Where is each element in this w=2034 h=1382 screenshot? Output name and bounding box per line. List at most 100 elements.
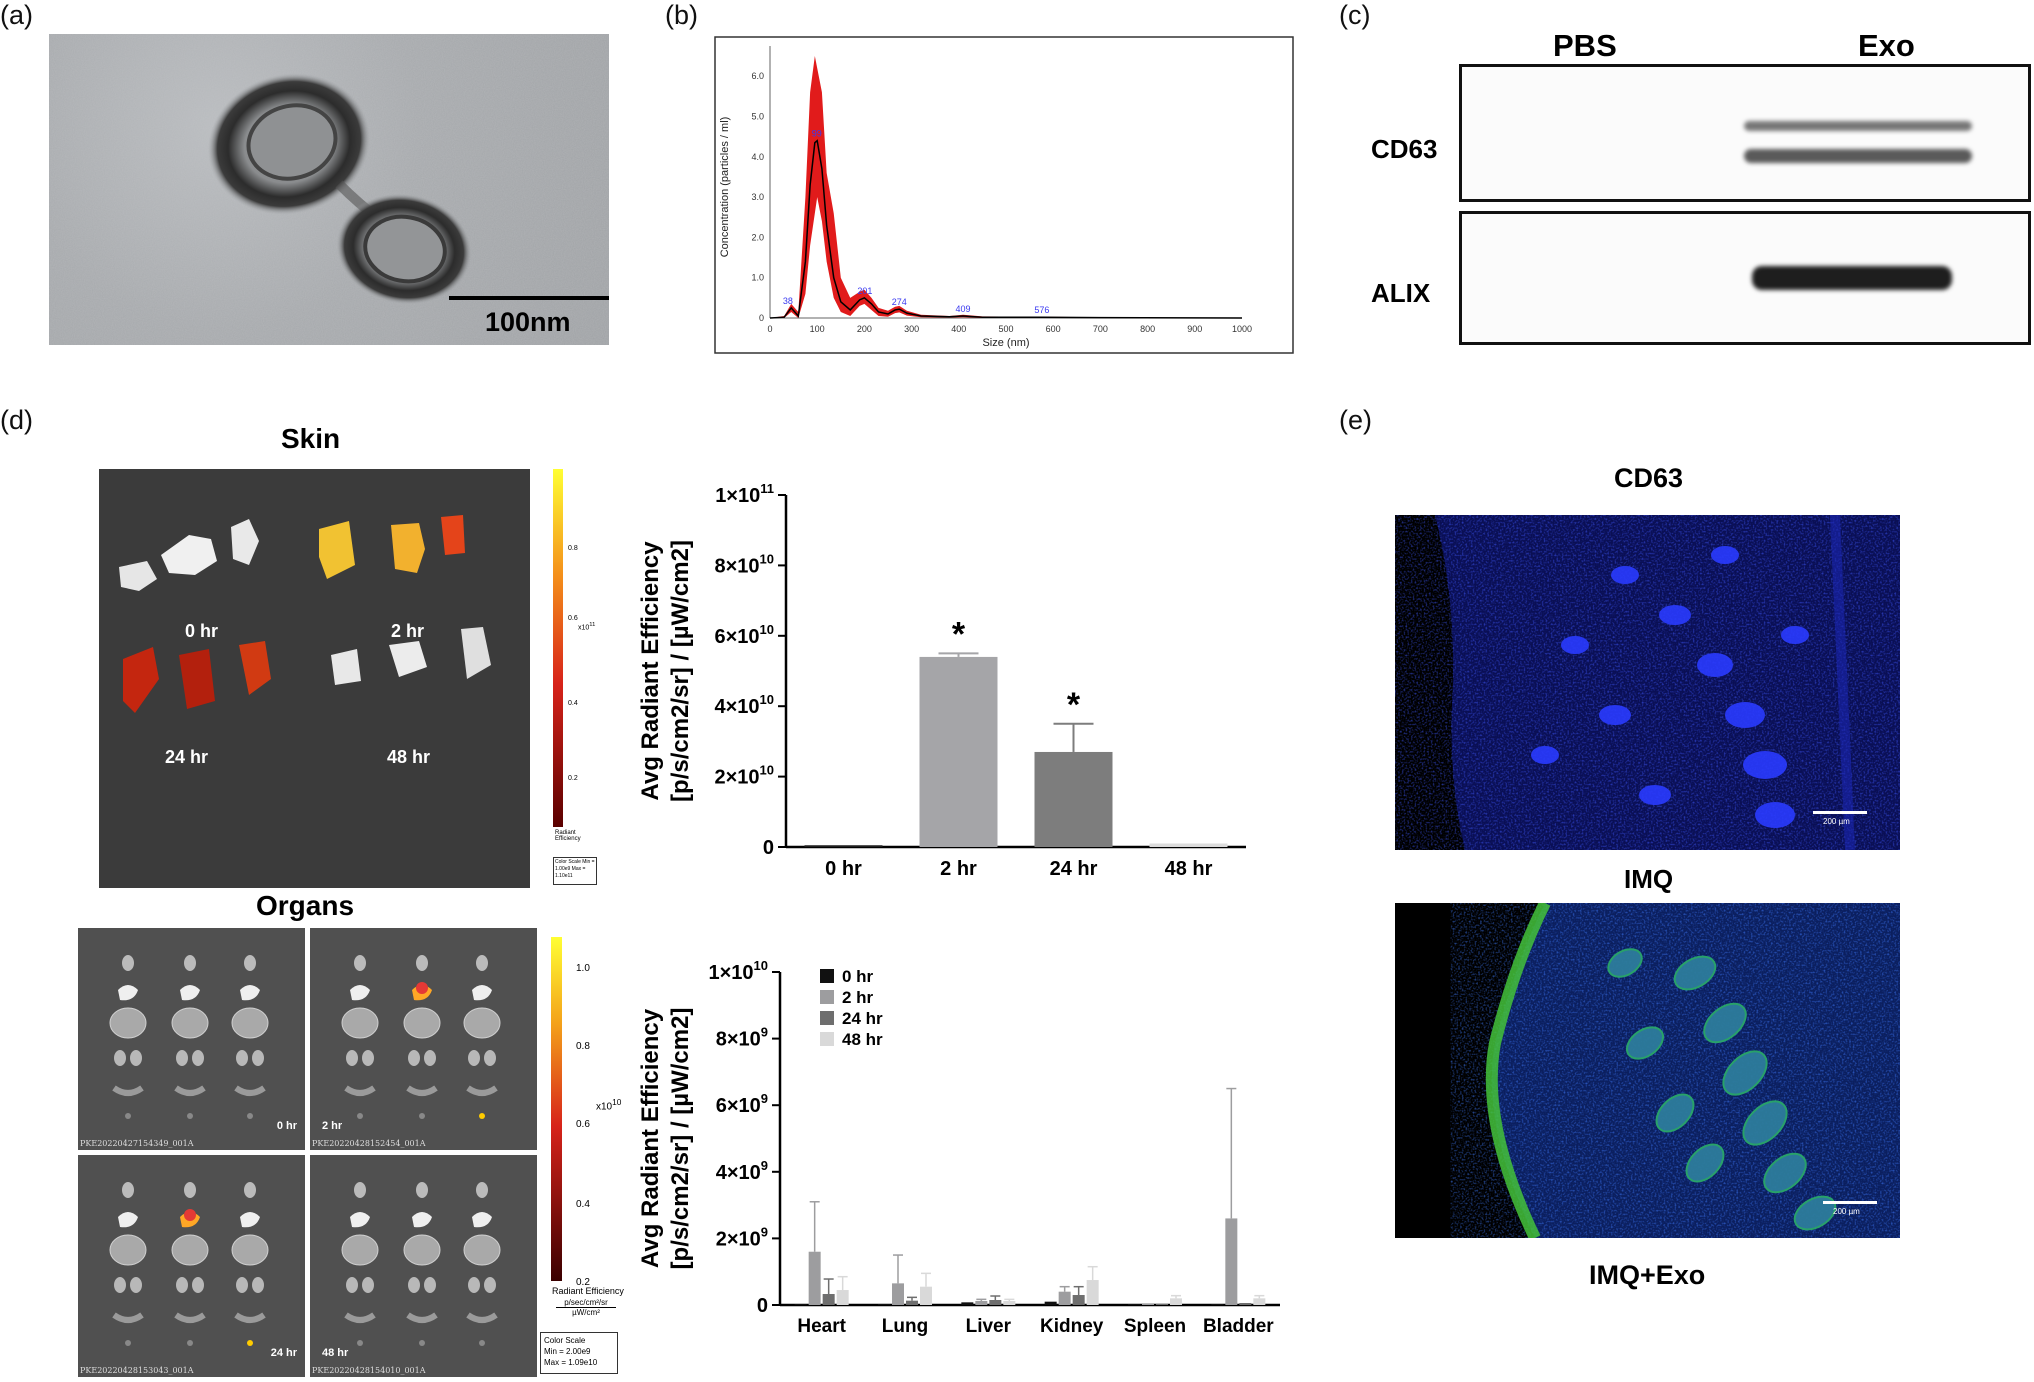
organ-time-label: 2 hr — [322, 1120, 343, 1132]
organ-bar — [1142, 1303, 1154, 1305]
skin-time-48hr: 48 hr — [387, 747, 431, 767]
organ-x-tick-label: Spleen — [1124, 1316, 1186, 1337]
organ-time-label: 48 hr — [322, 1347, 349, 1359]
organ-bar — [1211, 1304, 1224, 1305]
organ-image-id: PKE20220428152454_001A — [312, 1139, 426, 1148]
nta-y-tick: 4.0 — [751, 152, 764, 162]
nta-x-tick: 100 — [810, 324, 825, 334]
organ-scalebox-title: Color Scale — [544, 1336, 586, 1345]
organ-colorbar-units-den: µW/cm² — [572, 1308, 600, 1317]
y-tick-label: 4×109 — [716, 1158, 768, 1184]
organ-time-label: 0 hr — [276, 1120, 297, 1132]
nta-peak-label: 576 — [1034, 305, 1049, 315]
organ-bar — [878, 1304, 890, 1305]
organ-specimens — [109, 1182, 269, 1346]
nta-x-tick: 1000 — [1232, 324, 1252, 334]
organ-radiant-efficiency-chart: 0 2×109 4×109 6×109 8×109 1×1010 Avg Radiant E… — [637, 958, 1280, 1337]
fluo-title-cd63: CD63 — [1614, 463, 1684, 493]
fluo-image-imq-exo: 200 µm — [1395, 903, 1900, 1238]
organ-bar — [794, 1304, 807, 1305]
organ-legend-label: 2 hr — [842, 988, 874, 1007]
panel-label-a: (a) — [0, 0, 33, 30]
organ-bar — [808, 1251, 821, 1305]
organ-legend-swatch — [820, 990, 834, 1004]
nta-peak-label: 409 — [956, 304, 971, 314]
skin-colorbar-tick-1: 0.6 — [568, 615, 578, 622]
organ-ivis-image: 24 hr PKE20220428153043_001A — [78, 1155, 305, 1377]
y-tick-label: 1×1011 — [715, 481, 774, 507]
nta-x-tick: 900 — [1187, 324, 1202, 334]
organ-image-id: PKE20220427154349_001A — [80, 1139, 194, 1148]
skin-significance-star: * — [1067, 686, 1081, 724]
y-tick-label: 1×1010 — [708, 958, 768, 984]
organ-colorbar-tick-2: 0.6 — [576, 1119, 590, 1130]
panel-label-c: (c) — [1339, 0, 1371, 30]
organ-bar — [822, 1294, 835, 1305]
organ-x-tick-label: Lung — [882, 1316, 928, 1337]
organ-image-id: PKE20220428154010_001A — [312, 1366, 426, 1375]
nta-x-tick: 200 — [857, 324, 872, 334]
nta-x-tick: 600 — [1046, 324, 1061, 334]
organ-bar — [836, 1290, 849, 1305]
skin-colorbar-tick-3: 0.2 — [568, 775, 578, 782]
blot-cd63 — [1459, 64, 2031, 202]
tem-vesicles — [49, 34, 609, 345]
nta-x-tick: 700 — [1093, 324, 1108, 334]
skin-time-24hr: 24 hr — [165, 747, 209, 767]
skin-time-2hr: 2 hr — [391, 621, 425, 641]
organ-bar — [1170, 1298, 1182, 1305]
organ-colorbar-title: Radiant Efficiency — [552, 1286, 624, 1296]
fluo-image-imq: 200 µm — [1395, 515, 1900, 850]
fluo-title-imq: IMQ — [1624, 864, 1674, 894]
skin-colorbar — [553, 469, 563, 827]
organ-bar — [1044, 1301, 1057, 1305]
nta-x-tick: 400 — [951, 324, 966, 334]
organ-legend-swatch — [820, 969, 834, 983]
organ-bar — [906, 1300, 918, 1305]
nta-peak-label: 38 — [783, 296, 793, 306]
nta-x-tick: 500 — [998, 324, 1013, 334]
organ-legend-swatch — [820, 1011, 834, 1025]
nta-y-tick: 6.0 — [751, 71, 764, 81]
skin-ivis-image: 0 hr 2 hr 24 hr 48 hr — [99, 469, 530, 888]
skin-title: Skin — [281, 423, 341, 454]
skin-bar — [1149, 843, 1228, 847]
fluo-tissue-imq-exo — [1485, 903, 1900, 1238]
nta-y-label: Concentration (particles / ml) — [719, 117, 731, 258]
organ-bar — [1225, 1218, 1238, 1305]
skin-bar — [919, 656, 998, 847]
organ-colorbar-units: p/sec/cm²/sr µW/cm² — [556, 1298, 616, 1317]
organ-bar — [920, 1286, 932, 1305]
organs-title: Organs — [256, 890, 355, 921]
organ-colorbar-tick-3: 0.4 — [576, 1199, 590, 1210]
skin-x-tick-label: 24 hr — [1050, 858, 1098, 880]
organ-ivis-image: 48 hr PKE20220428154010_001A — [310, 1155, 537, 1377]
tem-scale-bar — [449, 296, 609, 300]
fluo-scale-label-2: 200 µm — [1833, 1207, 1860, 1216]
y-tick-label: 6×1010 — [714, 622, 774, 648]
skin-radiant-efficiency-chart: 0 2×1010 4×1010 6×1010 8×1010 1×1011 Avg Radia… — [637, 481, 1246, 880]
organ-specimens — [341, 1182, 501, 1346]
blot-row-alix: ALIX — [1371, 278, 1431, 308]
organ-ivis-image: 0 hr PKE20220427154349_001A — [78, 928, 305, 1150]
nta-y-tick: 3.0 — [751, 192, 764, 202]
nta-size-distribution-chart: 0 100 200 300 400 500 600 700 800 900 1000 0 1.0 2.0 3… — [714, 36, 1294, 354]
nta-mean-line — [769, 139, 1243, 319]
organ-bar — [1086, 1280, 1099, 1305]
organ-legend-swatch — [820, 1032, 834, 1046]
organ-legend-label: 48 hr — [842, 1030, 883, 1049]
nta-y-tick: 0 — [759, 313, 764, 323]
fluo-scale-bar-1 — [1813, 811, 1867, 814]
organ-colorbar-exponent: x1010 — [596, 1097, 622, 1113]
fluo-tissue-imq — [1435, 515, 1900, 850]
nta-peak-label: 201 — [857, 286, 872, 296]
blot-row-cd63: CD63 — [1371, 134, 1438, 164]
fluo-scale-label-1: 200 µm — [1823, 817, 1850, 826]
organ-bar — [1239, 1303, 1252, 1305]
nta-x-label: Size (nm) — [982, 337, 1029, 349]
organ-x-tick-label: Kidney — [1040, 1316, 1104, 1337]
blot-column-pbs: PBS — [1553, 28, 1617, 63]
panel-label-e: (e) — [1339, 405, 1372, 435]
nta-x-tick: 300 — [904, 324, 919, 334]
organ-x-tick-label: Bladder — [1203, 1316, 1274, 1337]
